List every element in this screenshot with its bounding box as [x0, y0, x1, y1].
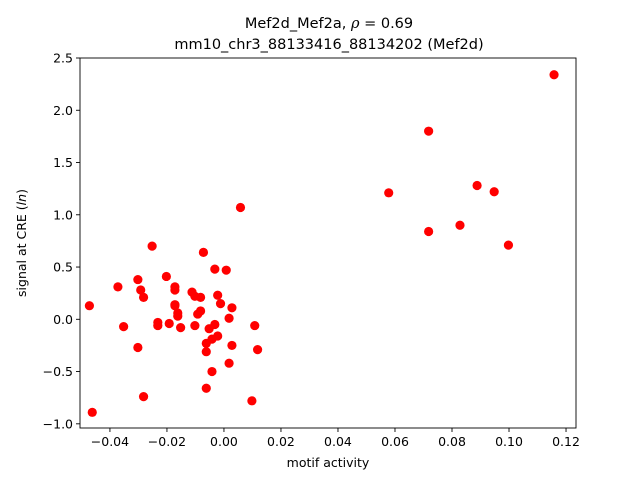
data-point [164, 318, 174, 329]
data-point [252, 345, 263, 355]
data-point [195, 292, 206, 302]
y-tick-label: 2.5 [53, 51, 73, 66]
data-point [138, 292, 149, 302]
data-point [384, 188, 394, 198]
x-axis-label: motif activity [287, 455, 370, 470]
data-point [113, 282, 123, 292]
y-tick-label: −1.0 [43, 416, 73, 431]
data-point [224, 313, 234, 323]
data-point [87, 407, 97, 417]
y-tick-label: −0.5 [43, 364, 73, 379]
plot-area-frame [79, 57, 577, 429]
data-point [227, 303, 237, 313]
data-point [170, 282, 180, 292]
y-axis-ticks: −1.0 −0.5 0.0 0.5 1.0 1.5 2.0 2.5 [43, 51, 80, 431]
data-point [221, 265, 231, 275]
x-tick-label: 0.12 [552, 434, 580, 449]
x-axis-ticks: −0.04 −0.02 0.00 0.02 0.04 0.06 0.08 0.10 0.12 [91, 428, 580, 449]
data-point [503, 240, 514, 250]
data-point [210, 264, 220, 274]
data-point [161, 271, 171, 282]
data-point [133, 342, 143, 353]
x-tick-label: 0.04 [324, 434, 352, 449]
x-tick-label: 0.02 [267, 434, 295, 449]
y-tick-label: 0.0 [53, 312, 73, 327]
y-tick-label: 1.5 [53, 155, 73, 170]
data-point [489, 187, 499, 197]
x-tick-label: 0.00 [210, 434, 238, 449]
y-tick-label: 1.0 [53, 207, 73, 222]
x-tick-label: 0.08 [438, 434, 466, 449]
x-tick-label: −0.02 [148, 434, 186, 449]
data-point [147, 241, 157, 251]
data-point [173, 308, 183, 318]
y-tick-label: 0.5 [53, 260, 73, 275]
data-points [84, 70, 559, 417]
data-point [170, 301, 180, 311]
y-axis-label: signal at CRE (ln) [14, 189, 29, 297]
data-point [119, 322, 129, 332]
data-point [549, 70, 559, 80]
data-point [247, 396, 257, 406]
data-point [153, 320, 163, 331]
data-point [207, 366, 217, 377]
data-point [224, 358, 234, 368]
data-point [424, 126, 434, 136]
data-point [201, 347, 211, 357]
data-point [136, 285, 146, 295]
data-point [213, 331, 223, 341]
data-point [198, 247, 209, 258]
x-tick-label: 0.06 [381, 434, 409, 449]
data-point [455, 220, 465, 230]
data-point [176, 323, 186, 333]
chart-title-line1: Mef2d_Mef2a, ρ = 0.69 [245, 16, 413, 32]
data-point [201, 383, 211, 393]
data-point [138, 392, 149, 402]
data-point [227, 340, 237, 351]
data-point [84, 301, 95, 311]
data-point [472, 180, 482, 191]
x-tick-label: 0.10 [495, 434, 523, 449]
data-point [213, 290, 223, 300]
data-point [210, 319, 220, 330]
data-point [424, 226, 434, 237]
data-point [195, 306, 206, 316]
data-point [235, 202, 246, 213]
y-tick-label: 2.0 [53, 103, 73, 118]
chart-title-line2: mm10_chr3_88133416_88134202 (Mef2d) [174, 37, 483, 53]
data-point [133, 274, 143, 285]
data-point [215, 299, 226, 309]
data-point [250, 320, 260, 331]
x-tick-label: −0.04 [91, 434, 129, 449]
data-point [190, 320, 200, 331]
